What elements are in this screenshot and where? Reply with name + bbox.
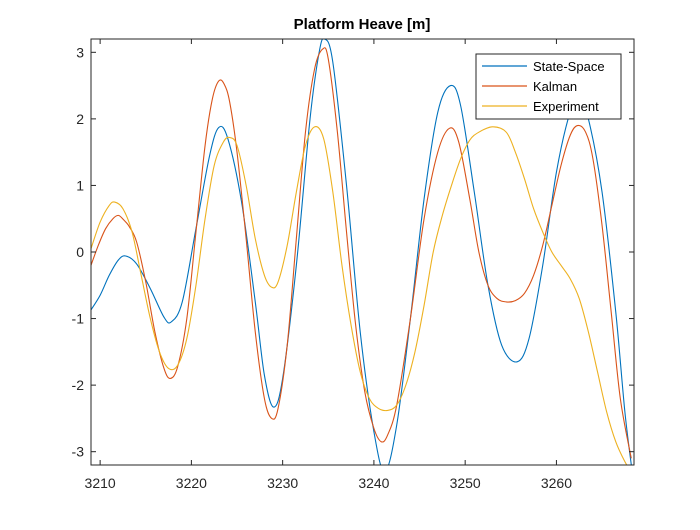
series-line-state-space (91, 39, 632, 465)
legend-label-state-space: State-Space (533, 59, 605, 74)
x-tick-label: 3260 (541, 475, 572, 491)
legend-label-kalman: Kalman (533, 79, 577, 94)
x-tick-label: 3240 (358, 475, 389, 491)
x-tick-label: 3210 (85, 475, 116, 491)
chart-title: Platform Heave [m] (294, 16, 431, 33)
y-tick-label: 1 (76, 177, 84, 193)
legend-label-experiment: Experiment (533, 99, 599, 114)
y-tick-label: -1 (72, 311, 85, 327)
series-layer (91, 39, 632, 465)
x-tick-label: 3220 (176, 475, 207, 491)
legend: State-Space Kalman Experiment (475, 53, 622, 120)
series-line-kalman (91, 47, 632, 459)
y-tick-label: 2 (76, 111, 84, 127)
x-tick-label: 3230 (267, 475, 298, 491)
y-tick-label: -2 (72, 377, 85, 393)
y-tick-label: 3 (76, 44, 84, 60)
y-tick-label: -3 (72, 444, 85, 460)
x-tick-label: 3250 (450, 475, 481, 491)
y-tick-label: 0 (76, 244, 84, 260)
series-line-experiment (91, 126, 628, 465)
